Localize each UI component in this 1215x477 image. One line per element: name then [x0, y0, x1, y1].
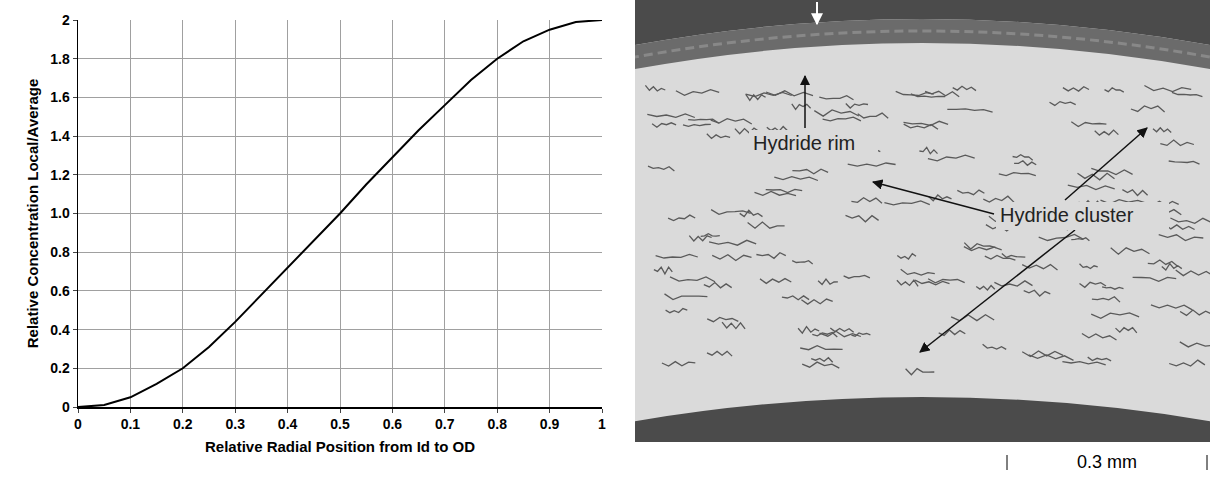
- svg-text:0.3: 0.3: [225, 416, 245, 432]
- svg-text:1.8: 1.8: [50, 51, 70, 67]
- svg-text:0.5: 0.5: [330, 416, 350, 432]
- svg-text:Hydride cluster: Hydride cluster: [1000, 204, 1134, 226]
- svg-text:0.8: 0.8: [487, 416, 507, 432]
- svg-text:0.2: 0.2: [173, 416, 193, 432]
- svg-text:2: 2: [62, 12, 70, 28]
- svg-text:0: 0: [62, 399, 70, 415]
- svg-text:0.4: 0.4: [278, 416, 298, 432]
- svg-text:0.4: 0.4: [50, 322, 70, 338]
- svg-text:1.0: 1.0: [50, 205, 70, 221]
- svg-text:0.1: 0.1: [121, 416, 141, 432]
- svg-text:0.2: 0.2: [50, 360, 70, 376]
- svg-text:0.6: 0.6: [383, 416, 403, 432]
- svg-text:0.7: 0.7: [435, 416, 455, 432]
- svg-text:0.6: 0.6: [50, 283, 70, 299]
- svg-text:1.2: 1.2: [50, 167, 70, 183]
- svg-text:1.6: 1.6: [50, 89, 70, 105]
- svg-text:0.9: 0.9: [540, 416, 560, 432]
- svg-text:1: 1: [598, 416, 606, 432]
- svg-text:0.8: 0.8: [50, 244, 70, 260]
- svg-text:0.3 mm: 0.3 mm: [1077, 452, 1137, 472]
- svg-text:Relative Radial Position from: Relative Radial Position from Id to OD: [205, 438, 475, 455]
- svg-text:Hydride rim: Hydride rim: [753, 132, 855, 154]
- svg-text:1.4: 1.4: [50, 128, 70, 144]
- svg-text:Relative Concentration Local/A: Relative Concentration Local/Average: [24, 79, 41, 349]
- svg-text:0: 0: [74, 416, 82, 432]
